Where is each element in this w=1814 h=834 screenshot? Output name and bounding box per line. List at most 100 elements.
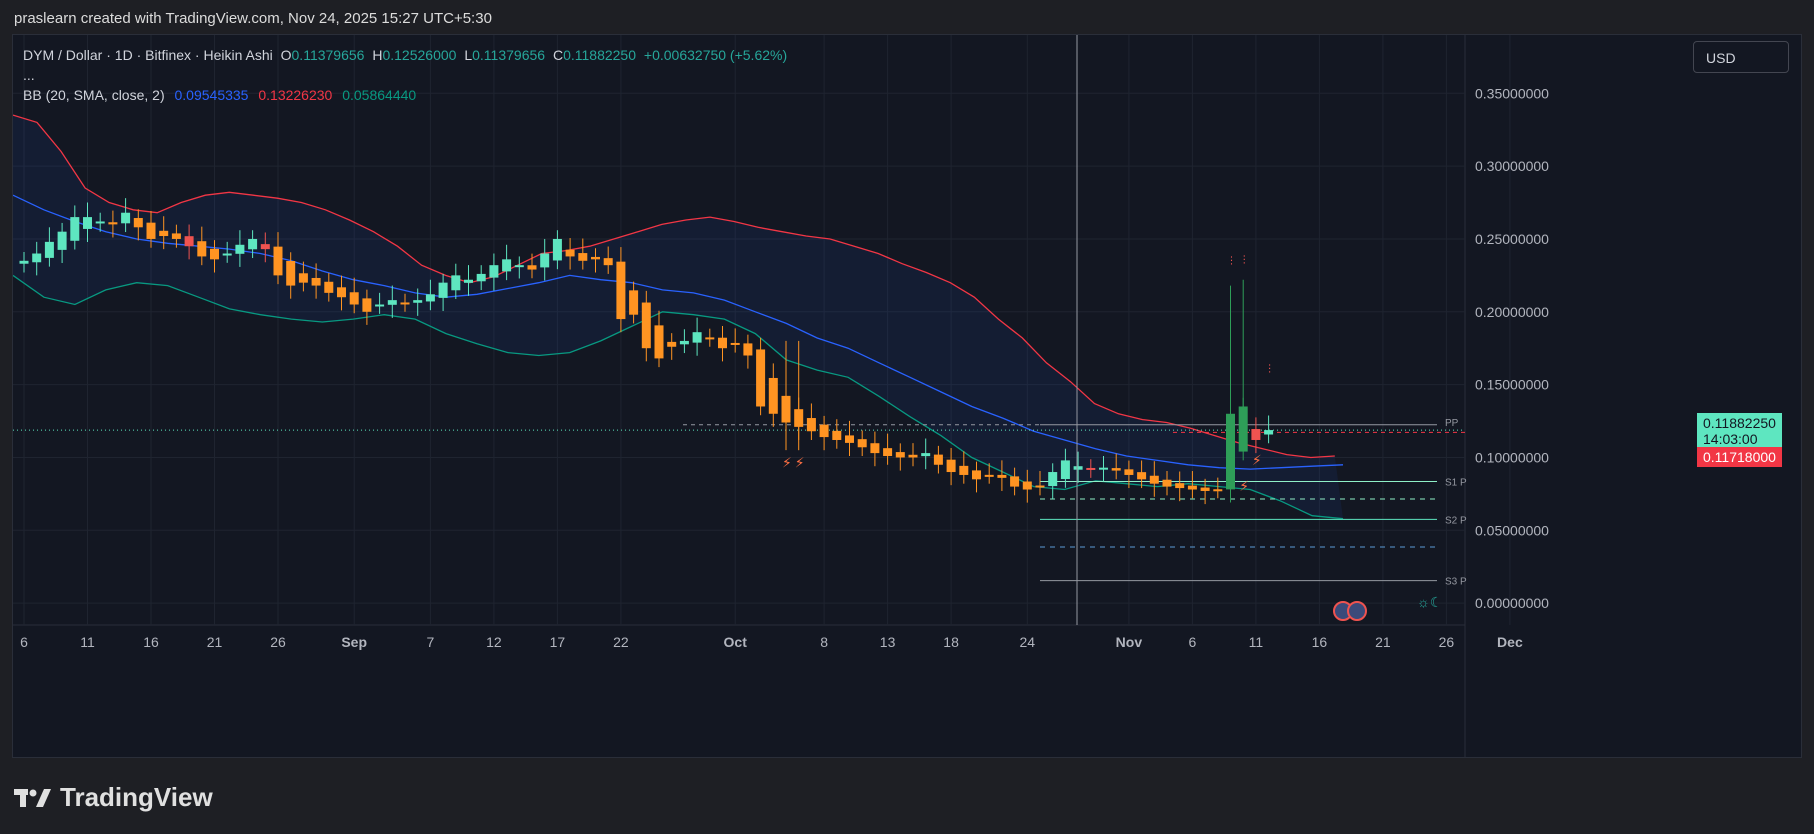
x-tick-label: Dec xyxy=(1497,634,1523,650)
candle-body xyxy=(832,430,842,440)
candle-body xyxy=(540,253,550,268)
pivot-lines: PP S1 P S2 P S3 P xyxy=(13,418,1467,588)
candle-body xyxy=(959,465,969,475)
x-tick-label: 26 xyxy=(270,634,286,650)
bollinger-bands xyxy=(13,114,1344,520)
candle-body xyxy=(845,435,854,443)
last-price-tag: 0.11882250 14:03:00 xyxy=(1697,413,1782,449)
candle-body xyxy=(248,238,258,250)
candle-body xyxy=(718,337,727,349)
candle-body xyxy=(756,349,766,407)
x-tick-label: 26 xyxy=(1439,634,1455,650)
candle-body xyxy=(1187,485,1197,490)
y-tick-label: 0.35000000 xyxy=(1475,85,1549,101)
candle-body xyxy=(159,230,169,237)
chart-pane[interactable]: PP S1 P S2 P S3 P ⚡ ⚡ ⚡ ⚡ ⋮ ⋮ ⋮ ☼☾ 0.35000000 0.300… xyxy=(12,34,1802,758)
candle-body xyxy=(679,340,689,345)
candle-body xyxy=(730,342,740,345)
tradingview-logo[interactable]: TradingView xyxy=(14,782,213,813)
candle-body xyxy=(502,259,512,272)
chart-legend: DYM / Dollar · 1D · Bitfinex · Heikin As… xyxy=(23,45,787,105)
candle-body xyxy=(337,287,346,298)
candle-body xyxy=(1022,481,1032,490)
candle-body xyxy=(311,277,321,286)
candle-body xyxy=(1137,472,1147,480)
candle-body xyxy=(375,304,385,307)
candle-body xyxy=(298,273,308,283)
candle-body xyxy=(705,337,715,340)
symbol-title[interactable]: DYM / Dollar · 1D · Bitfinex · Heikin As… xyxy=(23,47,273,63)
candle-body xyxy=(476,273,486,282)
bb-basis-line xyxy=(13,194,1344,470)
candle-body xyxy=(908,454,918,458)
x-tick-label: 6 xyxy=(20,634,28,650)
y-tick-label: 0.00000000 xyxy=(1475,595,1549,611)
grid-lines xyxy=(13,35,1511,757)
y-tick-label: 0.20000000 xyxy=(1475,304,1549,320)
candle-body xyxy=(1060,460,1070,480)
close-value: 0.11882250 xyxy=(563,47,637,63)
x-tick-label: Sep xyxy=(341,634,367,650)
candle-body xyxy=(184,236,194,247)
candle-body xyxy=(171,233,181,239)
candle-body xyxy=(273,246,283,276)
currency-selector[interactable]: USD xyxy=(1693,41,1789,73)
high-label: H xyxy=(372,47,383,63)
price-axis: 0.35000000 0.30000000 0.25000000 0.20000000… xyxy=(1475,85,1549,611)
bb-fill xyxy=(13,115,1343,519)
low-label: L xyxy=(464,47,473,63)
candle-body xyxy=(667,341,677,347)
pivot-s1-label: S1 P xyxy=(1445,478,1467,489)
y-tick-label: 0.30000000 xyxy=(1475,158,1549,174)
candle-body xyxy=(552,238,562,261)
candle-body xyxy=(641,302,651,349)
lightning-icon: ⚡ xyxy=(1239,478,1249,494)
x-tick-label: 18 xyxy=(943,634,959,650)
candle-body xyxy=(260,244,270,250)
x-tick-label: 12 xyxy=(486,634,502,650)
candle-body xyxy=(400,302,410,305)
candle-body xyxy=(565,249,575,257)
x-tick-label: 11 xyxy=(80,634,95,650)
high-value: 0.12526000 xyxy=(382,47,457,63)
x-tick-label: 16 xyxy=(1312,634,1328,650)
candle-body xyxy=(1010,476,1020,487)
bb-upper-line xyxy=(13,114,1335,459)
candle-body xyxy=(70,217,80,241)
candle-body xyxy=(870,443,880,454)
open-value: 0.11379656 xyxy=(291,47,365,63)
x-tick-label: 22 xyxy=(613,634,629,650)
candle-body xyxy=(387,300,397,305)
candle-body xyxy=(921,453,931,457)
bar-countdown: 14:03:00 xyxy=(1703,431,1758,447)
bb-basis-value: 0.09545335 xyxy=(174,87,249,103)
x-tick-label: 17 xyxy=(550,634,566,650)
candle-body xyxy=(933,454,943,465)
candle-body xyxy=(514,265,524,268)
x-tick-label: 13 xyxy=(880,634,896,650)
candle-body xyxy=(591,256,600,260)
attribution-text: praslearn created with TradingView.com, … xyxy=(14,10,492,27)
candle-body xyxy=(83,217,92,229)
candle-body xyxy=(1264,430,1274,435)
candle-body xyxy=(133,218,143,228)
tradingview-logo-icon xyxy=(14,788,51,807)
candle-body xyxy=(946,459,956,473)
bb-lower-line xyxy=(13,274,1344,520)
pivot-pp-label: PP xyxy=(1445,418,1459,429)
candle-body xyxy=(222,253,232,256)
candle-body xyxy=(603,258,613,266)
bb-indicator-label[interactable]: BB (20, SMA, close, 2) xyxy=(23,87,165,103)
candle-body xyxy=(121,212,131,224)
candle-body xyxy=(413,300,423,303)
candle-body xyxy=(527,265,537,270)
candle-body xyxy=(1175,483,1185,489)
candle-body xyxy=(1251,429,1261,440)
pivot-s2-label: S2 P xyxy=(1445,515,1467,526)
candle-body xyxy=(806,418,816,432)
x-tick-label: 6 xyxy=(1189,634,1197,650)
candle-body xyxy=(1035,485,1045,488)
legend-more[interactable]: ... xyxy=(23,67,35,83)
candle-body xyxy=(451,275,461,291)
